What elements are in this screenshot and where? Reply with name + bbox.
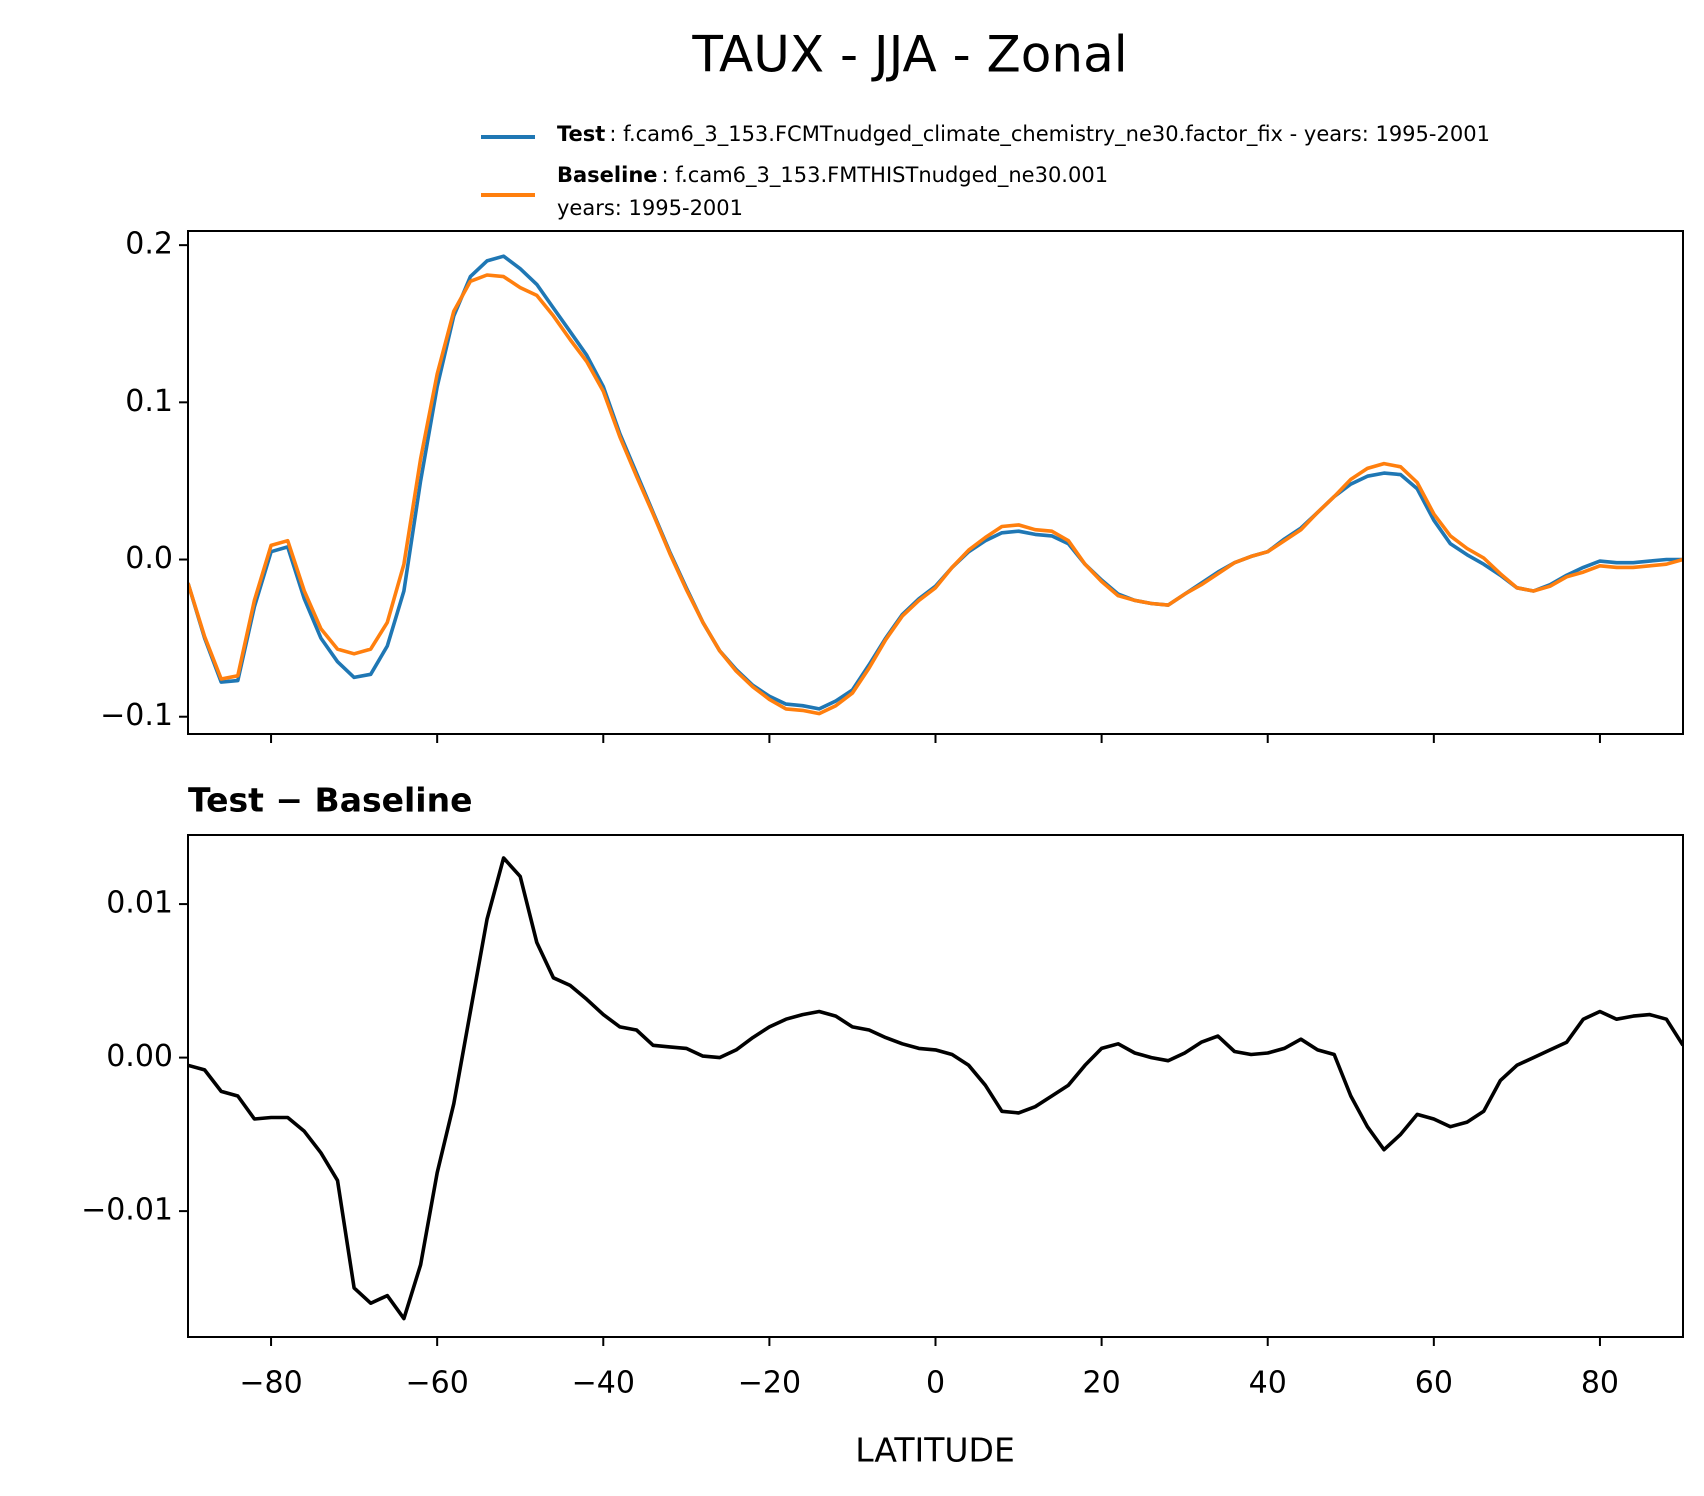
y-tick-label: 0.00 [106,1039,173,1074]
y-tick-label: 0.01 [106,886,173,921]
x-tick-label: 20 [1083,1366,1121,1401]
y-tick-label: −0.01 [81,1193,173,1228]
x-tick-label: −40 [572,1366,635,1401]
legend-description: : f.cam6_3_153.FMTHISTnudged_ne30.001 [662,163,1109,188]
y-tick-label: 0.0 [125,541,173,576]
y-tick-label: −0.1 [100,698,173,733]
x-tick-label: −80 [239,1366,302,1401]
x-tick-label: −20 [738,1366,801,1401]
data-line [188,856,1683,1321]
x-tick-label: −60 [406,1366,469,1401]
subplot-title: Test − Baseline [188,781,473,820]
x-axis-label: LATITUDE [855,1431,1015,1470]
x-tick-label: 60 [1415,1366,1453,1401]
x-tick-label: 80 [1581,1366,1619,1401]
legend-description: : f.cam6_3_153.FCMTnudged_climate_chemis… [609,122,1490,147]
legend-description: years: 1995-2001 [557,196,743,220]
x-tick-label: 0 [926,1366,945,1401]
legend-name: Test [557,122,605,146]
y-tick-label: 0.1 [125,384,173,419]
figure-title: TAUX - JJA - Zonal [691,26,1127,84]
data-line [188,273,1683,716]
y-tick-label: 0.2 [125,227,173,262]
legend-name: Baseline [557,163,658,187]
x-tick-label: 40 [1249,1366,1287,1401]
